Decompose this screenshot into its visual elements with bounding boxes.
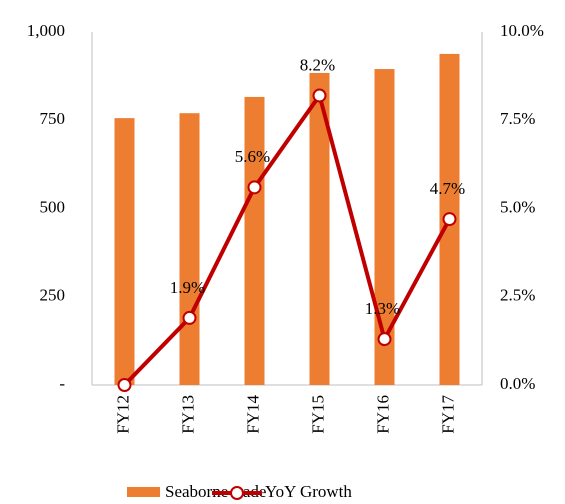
x-tick-label: FY16: [373, 395, 392, 434]
data-label: 8.2%: [300, 55, 335, 74]
x-tick-label: FY15: [308, 395, 327, 434]
y2-tick-label: 2.5%: [500, 286, 535, 305]
y-tick-label: 500: [40, 197, 66, 216]
y-tick-label: 1,000: [27, 21, 65, 40]
line: [123, 93, 452, 387]
line-marker: [182, 310, 197, 325]
legend-label: YoY Growth: [265, 482, 352, 501]
line-marker: [377, 332, 392, 347]
data-label: 4.7%: [430, 179, 465, 198]
y-tick-label: 750: [40, 109, 66, 128]
y2-tick-label: 10.0%: [500, 21, 544, 40]
y2-tick-label: 0.0%: [500, 374, 535, 393]
bar: [114, 118, 135, 385]
bar: [179, 113, 200, 385]
data-label: 5.6%: [235, 147, 270, 166]
x-tick-label: FY14: [243, 395, 262, 434]
y2-tick-label: 7.5%: [500, 109, 535, 128]
line-marker: [312, 88, 327, 103]
y2-tick-label: 5.0%: [500, 197, 535, 216]
y-tick-label: -: [59, 374, 65, 393]
line-marker: [117, 378, 132, 392]
line-marker: [442, 212, 457, 227]
x-tick-label: FY13: [178, 395, 197, 434]
legend-swatch: [127, 487, 160, 497]
line-marker: [247, 180, 262, 195]
x-tick-label: FY17: [438, 395, 457, 434]
bar: [374, 69, 395, 385]
bar: [244, 96, 265, 386]
data-label: 1.3%: [365, 299, 400, 318]
legend-marker: [230, 486, 244, 500]
data-label: 1.9%: [170, 278, 205, 297]
x-tick-label: FY12: [113, 395, 132, 434]
y-tick-label: 250: [40, 286, 66, 305]
bar: [309, 72, 330, 385]
